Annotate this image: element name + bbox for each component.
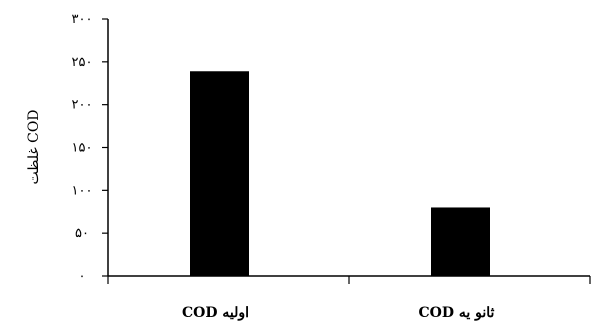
x-tick-label: COD اولیه	[182, 305, 249, 321]
y-tick-label: ۵۰	[75, 226, 89, 241]
bar	[431, 207, 490, 276]
x-tick-label: COD ثانو یه	[419, 305, 495, 321]
y-tick-label: ۳۰۰	[72, 12, 93, 27]
y-tick-label: ۱۵۰	[72, 141, 93, 156]
y-tick-label: ۲۵۰	[72, 55, 93, 70]
bar	[190, 71, 249, 276]
y-tick-label: ۱۰۰	[72, 183, 93, 198]
y-tick-label: ۲۰۰	[72, 98, 93, 113]
y-axis: ۰ ۵۰ ۱۰۰ ۱۵۰ ۲۰۰ ۲۵۰ ۳۰۰	[72, 12, 109, 284]
y-axis-title: غلظت COD	[26, 109, 42, 184]
bars	[190, 71, 490, 276]
y-tick-label: ۰	[79, 269, 86, 284]
x-axis: COD اولیه COD ثانو یه	[107, 275, 591, 321]
